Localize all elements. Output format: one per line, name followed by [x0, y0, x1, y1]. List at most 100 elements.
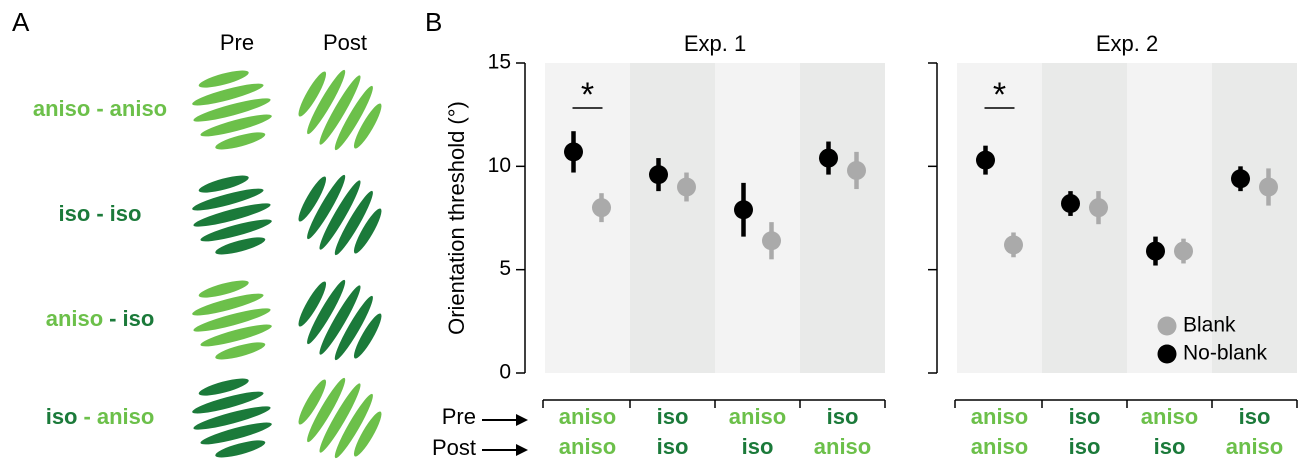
point [1174, 241, 1193, 261]
point [1004, 235, 1023, 255]
point [734, 200, 753, 220]
point [592, 198, 611, 218]
x-tick-label: aniso [1226, 434, 1283, 459]
chart-title: Exp. 2 [1096, 31, 1158, 56]
panel-label: B [425, 7, 442, 37]
condition-post: aniso [110, 96, 167, 121]
condition-post: iso [110, 201, 142, 226]
grating-bar [193, 203, 271, 227]
grating-bar [193, 98, 271, 122]
x-tick-label: iso [827, 404, 859, 429]
band [957, 63, 1042, 373]
significance-mark: * [581, 76, 594, 114]
band [1042, 63, 1127, 373]
grating-bar [298, 379, 327, 425]
column-header: Post [323, 30, 367, 55]
chart-title: Exp. 1 [684, 31, 746, 56]
grating-bar [192, 391, 264, 414]
grating-bar [319, 383, 361, 453]
grating-bar [200, 422, 272, 445]
grating-bar [307, 377, 346, 443]
y-tick-label: 0 [499, 361, 511, 384]
grating-bar [353, 313, 382, 359]
x-tick-label: aniso [559, 404, 616, 429]
point [762, 231, 781, 251]
x-tick-label: iso [1154, 434, 1186, 459]
grating [192, 175, 272, 255]
grating-bar [307, 174, 346, 240]
grating-bar [192, 293, 264, 316]
x-tick-label: iso [742, 434, 774, 459]
grating-bar [200, 219, 272, 242]
condition-label: iso - aniso [46, 404, 155, 429]
condition-pre: iso [59, 201, 91, 226]
point [1061, 194, 1080, 214]
grating-bar [193, 406, 271, 430]
condition-pre: aniso [33, 96, 90, 121]
band [1212, 63, 1297, 373]
point [819, 148, 838, 168]
condition-sep: - [96, 96, 103, 121]
y-axis-label: Orientation threshold (°) [444, 101, 469, 335]
band [715, 63, 800, 373]
legend-marker [1157, 344, 1177, 364]
x-tick-label: aniso [971, 434, 1028, 459]
condition-sep: - [109, 306, 116, 331]
grating-bar [353, 208, 382, 254]
significance-mark: * [993, 76, 1006, 114]
band [630, 63, 715, 373]
point [1231, 169, 1250, 189]
grating-bar [334, 295, 373, 361]
point [1089, 198, 1108, 218]
y-tick-label: 5 [499, 257, 511, 280]
grating-bar [192, 83, 264, 106]
grating-bar [200, 324, 272, 347]
condition-sep: - [96, 201, 103, 226]
grating [298, 69, 382, 151]
x-tick-label: iso [657, 404, 689, 429]
grating-bar [298, 71, 327, 117]
band [545, 63, 630, 373]
x-tick-label: aniso [814, 434, 871, 459]
grating-bar [215, 342, 266, 360]
grating-bar [334, 393, 373, 459]
grating-bar [353, 103, 382, 149]
grating-bar [198, 70, 249, 88]
grating-bar [298, 176, 327, 222]
x-tick-label: iso [1069, 434, 1101, 459]
condition-label: aniso - aniso [33, 96, 167, 121]
grating-bar [319, 75, 361, 145]
condition-label: iso - iso [59, 201, 142, 226]
x-tick-label: aniso [559, 434, 616, 459]
panel-label: A [12, 7, 30, 37]
y-tick-label: 15 [488, 51, 511, 74]
y-tick-label: 10 [488, 154, 511, 177]
x-tick-label: iso [657, 434, 689, 459]
row-label: Pre [442, 404, 476, 429]
condition-label: aniso - iso [46, 306, 155, 331]
grating-bar [319, 285, 361, 355]
grating-bar [198, 280, 249, 298]
x-tick-label: aniso [1141, 404, 1198, 429]
grating-bar [200, 114, 272, 137]
condition-pre: aniso [46, 306, 103, 331]
arrows [482, 414, 528, 456]
point [564, 142, 583, 162]
grating-bar [193, 308, 271, 332]
grating [192, 70, 272, 150]
x-tick-label: iso [1239, 404, 1271, 429]
grating-bar [334, 85, 373, 151]
grating [192, 280, 272, 360]
grating-bar [215, 440, 266, 458]
grating [298, 377, 382, 459]
grating-bar [215, 237, 266, 255]
grating [298, 279, 382, 361]
point [847, 160, 866, 180]
grating-bar [353, 411, 382, 457]
column-header: Pre [220, 30, 254, 55]
condition-pre: iso [46, 404, 78, 429]
point [1146, 241, 1165, 261]
grating-bar [192, 188, 264, 211]
x-tick-label: iso [1069, 404, 1101, 429]
grating-bar [198, 378, 249, 396]
